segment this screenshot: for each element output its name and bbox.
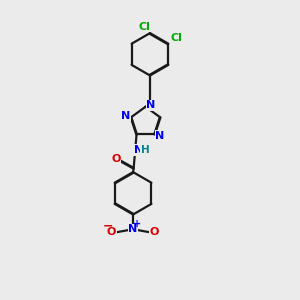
Text: N: N xyxy=(134,145,143,155)
Text: Cl: Cl xyxy=(171,33,182,43)
Text: −: − xyxy=(103,220,113,233)
Text: N: N xyxy=(155,131,164,141)
Text: O: O xyxy=(150,226,159,237)
Text: O: O xyxy=(107,226,116,237)
Text: Cl: Cl xyxy=(139,22,151,32)
Text: O: O xyxy=(111,154,121,164)
Text: N: N xyxy=(128,224,138,234)
Text: N: N xyxy=(146,100,155,110)
Text: +: + xyxy=(133,219,141,229)
Text: H: H xyxy=(141,145,150,155)
Text: N: N xyxy=(121,111,130,121)
